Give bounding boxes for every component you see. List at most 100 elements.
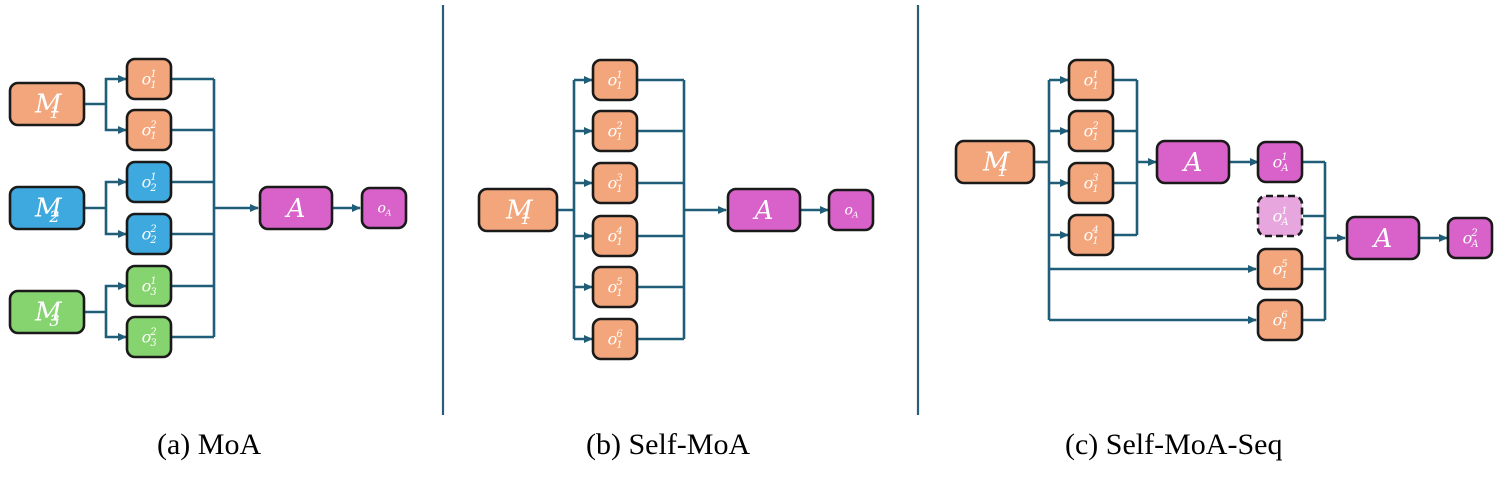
output-label: o 11 xyxy=(1084,70,1099,92)
output-node xyxy=(125,57,173,101)
label-superscript: 1 xyxy=(1281,206,1287,217)
output-node xyxy=(591,265,639,309)
output-node xyxy=(1067,58,1115,102)
label-base: o xyxy=(1084,70,1094,89)
label-base: o xyxy=(142,224,152,243)
aggregator-label: A xyxy=(753,196,774,226)
label-base: o xyxy=(608,173,618,192)
label-base: o xyxy=(1273,310,1283,329)
aggregator-node xyxy=(258,185,334,231)
label-superscript: 1 xyxy=(150,172,156,183)
label-subscript: 1 xyxy=(997,161,1007,180)
output-node xyxy=(591,317,639,361)
label-superscript: 2 xyxy=(615,121,622,132)
output-label: o 13 xyxy=(608,173,623,195)
proposer-m1 xyxy=(954,139,1036,185)
label-subscript: A xyxy=(384,209,391,219)
intermediate-copy-label: o A1 xyxy=(1273,206,1289,228)
output-node xyxy=(125,264,173,308)
output-node xyxy=(125,315,173,359)
final-output-label: o A2 xyxy=(1463,228,1479,250)
label-base: o xyxy=(845,203,853,219)
label-subscript: 1 xyxy=(1092,184,1098,195)
proposer-label: M1 xyxy=(505,196,534,229)
final-output-node xyxy=(360,186,408,230)
label-base: o xyxy=(1273,259,1283,278)
output-node xyxy=(1256,247,1304,291)
label-superscript: 2 xyxy=(1470,228,1477,239)
label-subscript: 3 xyxy=(150,338,156,349)
label-subscript: 3 xyxy=(150,287,156,298)
label-superscript: 1 xyxy=(150,276,156,287)
output-node xyxy=(125,108,173,152)
intermediate-output-node xyxy=(1256,140,1304,184)
output-label: o 22 xyxy=(142,224,157,246)
label-subscript: A xyxy=(1280,163,1288,174)
output-label: o 15 xyxy=(1273,259,1288,281)
proposer-label: M2 xyxy=(34,194,63,227)
label-superscript: 5 xyxy=(1281,259,1287,270)
label-base: o xyxy=(1084,225,1094,244)
label-subscript: 1 xyxy=(616,132,622,143)
label-superscript: 1 xyxy=(616,70,622,81)
label-subscript: 1 xyxy=(520,209,530,228)
label-subscript: 1 xyxy=(616,340,622,351)
arrow-to-output xyxy=(104,282,127,312)
output-node xyxy=(591,214,639,258)
arrow-to-output xyxy=(104,104,127,134)
caption-self-moa-seq: (c) Self-MoA-Seq xyxy=(1065,428,1283,461)
label-subscript: 1 xyxy=(1092,81,1098,92)
output-label: o 12 xyxy=(142,120,157,142)
label-subscript: 2 xyxy=(149,183,156,194)
label-base: o xyxy=(608,277,618,296)
aggregator-2-label: A xyxy=(1372,224,1393,254)
label-base: o xyxy=(608,70,618,89)
proposer-label: M3 xyxy=(34,298,63,331)
label-subscript: A xyxy=(851,211,858,221)
label-subscript: 1 xyxy=(616,81,622,92)
proposer-label: M1 xyxy=(34,90,63,123)
aggregator-1-node xyxy=(1155,139,1231,185)
label-base: o xyxy=(608,329,618,348)
label-base: M xyxy=(34,194,63,224)
label-base: M xyxy=(505,196,534,226)
final-output-node xyxy=(827,188,875,232)
caption-moa: (a) MoA xyxy=(157,428,262,461)
label-subscript: 1 xyxy=(616,237,622,248)
label-base: M xyxy=(34,298,63,328)
label-base: o xyxy=(1084,173,1094,192)
label-base: o xyxy=(142,69,152,88)
label-subscript: 1 xyxy=(1281,321,1287,332)
label-superscript: 2 xyxy=(1091,121,1098,132)
output-node xyxy=(591,161,639,205)
label-superscript: 1 xyxy=(150,69,156,80)
label-superscript: 4 xyxy=(615,226,622,237)
output-node xyxy=(125,212,173,256)
intermediate-output-copy-node xyxy=(1256,194,1304,238)
output-node xyxy=(1067,213,1115,257)
label-base: o xyxy=(142,276,152,295)
label-base: M xyxy=(34,90,63,120)
output-label: o 12 xyxy=(1084,121,1099,143)
arrow-to-output xyxy=(104,312,127,341)
proposer-m1 xyxy=(8,81,86,127)
label-subscript: 3 xyxy=(49,311,59,330)
aggregator-1-label: A xyxy=(1182,148,1203,178)
output-label: o 11 xyxy=(608,70,623,92)
label-superscript: 6 xyxy=(1281,310,1287,321)
output-node xyxy=(1256,298,1304,342)
proposer-m3 xyxy=(8,289,86,335)
label-base: o xyxy=(1084,121,1094,140)
label-subscript: 2 xyxy=(48,207,59,226)
label-base: o xyxy=(142,327,152,346)
label-superscript: 1 xyxy=(1281,152,1287,163)
label-subscript: 1 xyxy=(150,80,156,91)
final-output-node xyxy=(1446,216,1494,260)
label-subscript: A xyxy=(1470,239,1478,250)
label-base: M xyxy=(982,148,1011,178)
output-label: o 16 xyxy=(608,329,623,351)
label-superscript: 2 xyxy=(149,327,156,338)
output-node xyxy=(125,160,173,204)
